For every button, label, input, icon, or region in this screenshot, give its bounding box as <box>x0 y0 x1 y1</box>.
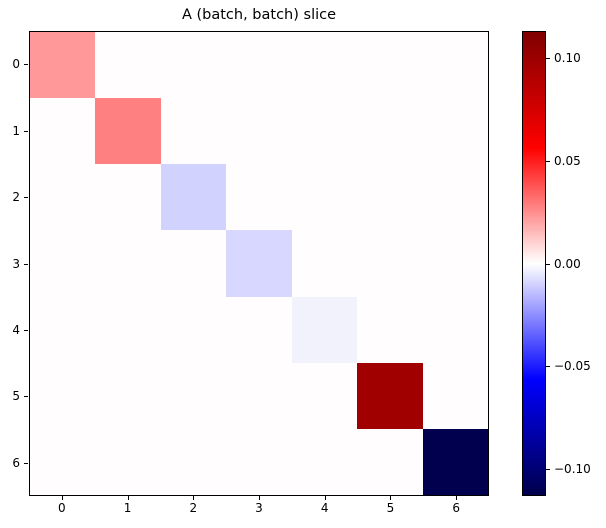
x-tick-label-0: 0 <box>58 501 66 515</box>
colorbar-tick-mark-2 <box>546 263 550 265</box>
colorbar-tick-label-3: −0.05 <box>554 359 591 374</box>
y-tick-label-1: 1 <box>12 123 20 138</box>
colorbar-tick-mark-4 <box>546 469 550 471</box>
x-tick-mark-4 <box>324 496 326 500</box>
x-tick-label-4: 4 <box>320 501 329 515</box>
x-tick-mark-0 <box>61 496 63 500</box>
x-tick-mark-3 <box>259 496 260 500</box>
x-tick-mark-5 <box>390 496 392 500</box>
heatmap-cell-5-5 <box>357 362 423 429</box>
colorbar <box>522 31 546 496</box>
colorbar-tick-label-4: −0.10 <box>554 462 591 477</box>
heatmap-cell-6-6 <box>422 428 488 495</box>
y-tick-mark-0 <box>24 64 28 66</box>
heatmap-cell-1-1 <box>95 98 161 165</box>
y-tick-label-5: 5 <box>12 389 20 404</box>
colorbar-tick-label-2: 0.00 <box>554 256 581 271</box>
x-tick-mark-2 <box>193 496 195 500</box>
heatmap-cell-4-4 <box>291 296 358 363</box>
heatmap-cell-0-0 <box>30 32 96 99</box>
heatmap-plot <box>29 31 489 496</box>
y-tick-mark-3 <box>24 263 28 265</box>
colorbar-tick-mark-0 <box>546 57 550 59</box>
y-tick-label-0: 0 <box>12 57 20 72</box>
y-tick-mark-2 <box>24 197 28 199</box>
y-tick-label-4: 4 <box>12 322 20 337</box>
x-tick-label-3: 3 <box>255 501 263 515</box>
heatmap-cell-2-2 <box>160 164 227 231</box>
x-tick-label-5: 5 <box>386 501 395 515</box>
y-tick-mark-5 <box>24 396 28 398</box>
y-tick-label-3: 3 <box>12 256 20 271</box>
y-tick-label-6: 6 <box>12 455 20 470</box>
x-tick-label-6: 6 <box>452 501 460 515</box>
chart-title: A (batch, batch) slice <box>181 7 337 23</box>
x-tick-label-2: 2 <box>189 501 198 515</box>
y-tick-mark-1 <box>24 130 28 132</box>
colorbar-tick-label-1: 0.05 <box>554 153 581 168</box>
x-tick-mark-6 <box>456 496 458 500</box>
x-tick-mark-1 <box>127 496 129 500</box>
colorbar-tick-mark-1 <box>546 160 550 162</box>
colorbar-tick-label-0: 0.10 <box>554 50 581 65</box>
y-tick-label-2: 2 <box>12 190 20 205</box>
colorbar-tick-mark-3 <box>546 366 550 368</box>
y-tick-mark-4 <box>24 329 28 331</box>
y-tick-mark-6 <box>24 462 28 464</box>
heatmap-cell-3-3 <box>226 230 292 297</box>
x-tick-label-1: 1 <box>123 501 132 515</box>
